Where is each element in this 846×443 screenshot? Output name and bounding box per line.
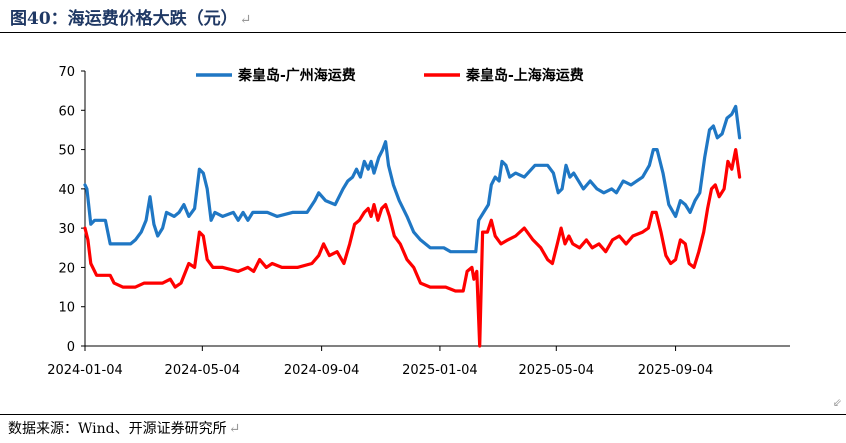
return-mark-icon: ↵ xyxy=(228,421,241,437)
line-chart: 0 10 20 30 40 50 60 70 2024-01-04 2024-05-04 2024-… xyxy=(47,65,790,378)
figure-title: 图40：海运费价格大跌（元） ↵ xyxy=(10,4,251,29)
x-tick-label: 2025-09-04 xyxy=(638,363,714,378)
chart-series xyxy=(83,104,742,348)
x-tick-label: 2025-05-04 xyxy=(519,363,595,378)
chart-axes: 0 10 20 30 40 50 60 70 2024-01-04 2024-05-04 2024-… xyxy=(47,65,790,378)
y-tick-label: 0 xyxy=(67,340,75,355)
source-text: 数据来源：Wind、开源证券研究所 xyxy=(8,421,227,437)
top-rule xyxy=(0,32,846,33)
x-tick-label: 2024-05-04 xyxy=(165,363,241,378)
y-tick-label: 30 xyxy=(58,222,75,237)
legend-label-1: 秦皇岛-广州海运费 xyxy=(237,67,356,84)
corner-mark-icon: ⇙ xyxy=(832,396,842,409)
series-line-1 xyxy=(83,104,742,254)
bottom-rule xyxy=(0,414,846,415)
x-tick-label: 2024-01-04 xyxy=(47,363,123,378)
x-tick-label: 2024-09-04 xyxy=(284,363,360,378)
source-note: 数据来源：Wind、开源证券研究所 ↵ xyxy=(8,418,240,438)
y-tick-label: 10 xyxy=(58,301,75,316)
legend-label-2: 秦皇岛-上海海运费 xyxy=(465,67,584,84)
series-line-2 xyxy=(83,148,742,348)
chart-legend: 秦皇岛-广州海运费 秦皇岛-上海海运费 xyxy=(196,67,584,84)
y-tick-label: 60 xyxy=(58,104,75,119)
y-tick-label: 20 xyxy=(58,261,75,276)
return-mark-icon: ↵ xyxy=(239,12,252,28)
y-tick-label: 70 xyxy=(58,65,75,80)
figure-title-text: 图40：海运费价格大跌（元） xyxy=(10,9,238,29)
y-tick-label: 40 xyxy=(58,183,75,198)
x-tick-label: 2025-01-04 xyxy=(402,363,478,378)
y-tick-label: 50 xyxy=(58,144,75,159)
